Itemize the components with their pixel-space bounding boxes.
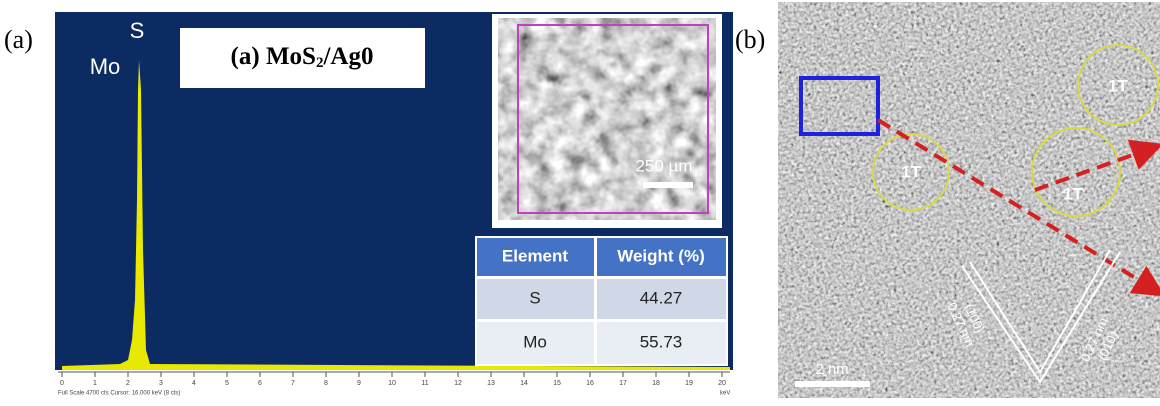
table-header: Weight (%) <box>617 246 705 265</box>
scale-bar-label: 250 µm <box>635 156 692 175</box>
peak-label: Mo <box>90 54 121 79</box>
x-tick-label: 8 <box>324 380 328 387</box>
scale-bar <box>643 182 693 188</box>
table-cell: Mo <box>523 332 547 351</box>
panel-label: (b) <box>735 25 765 54</box>
table-header: Element <box>502 246 568 265</box>
x-tick-label: 20 <box>718 380 726 387</box>
x-tick-label: 1 <box>93 380 97 387</box>
phase-label: 1T <box>901 162 921 181</box>
x-tick-label: 12 <box>454 380 462 387</box>
table-cell: 55.73 <box>640 332 683 351</box>
phase-label: 1T <box>1108 76 1128 95</box>
x-tick-label: 10 <box>388 380 396 387</box>
x-tick-label: 16 <box>586 380 594 387</box>
x-tick-label: 6 <box>258 380 262 387</box>
panel-label: (a) <box>4 25 33 54</box>
x-tick-label: 4 <box>192 380 196 387</box>
x-tick-label: 9 <box>357 380 361 387</box>
scale-bar-label: 2 nm <box>815 361 848 378</box>
table-cell: S <box>529 288 540 307</box>
phase-label: 1T <box>1063 184 1083 203</box>
spectrum-title: (a) MoS2/Ag0 <box>231 43 374 72</box>
x-tick-label: 14 <box>520 380 528 387</box>
scale-bar <box>795 381 870 387</box>
x-tick-label: 19 <box>685 380 693 387</box>
x-tick-label: 15 <box>553 380 561 387</box>
sem-image <box>498 18 716 220</box>
axis-unit: keV <box>720 391 730 397</box>
x-tick-label: 13 <box>487 380 495 387</box>
element-table: Element Weight (%) S 44.27 Mo 55.73 <box>475 236 728 366</box>
x-tick-label: 11 <box>421 380 428 387</box>
figure: (a) S Mo (a) MoS2/Ag0 250 µm Element Wei… <box>0 0 1160 401</box>
x-tick-label: 17 <box>619 380 627 387</box>
x-tick-label: 18 <box>652 380 660 387</box>
axis-footer: Full Scale 4700 cts Cursor: 16.000 keV (… <box>58 391 180 397</box>
x-tick-label: 2 <box>126 380 130 387</box>
x-tick-label: 0 <box>60 380 64 387</box>
x-tick-label: 7 <box>291 380 295 387</box>
peak-label: S <box>130 18 145 43</box>
table-cell: 44.27 <box>640 288 683 307</box>
x-tick-label: 5 <box>225 380 229 387</box>
x-tick-label: 3 <box>159 380 163 387</box>
